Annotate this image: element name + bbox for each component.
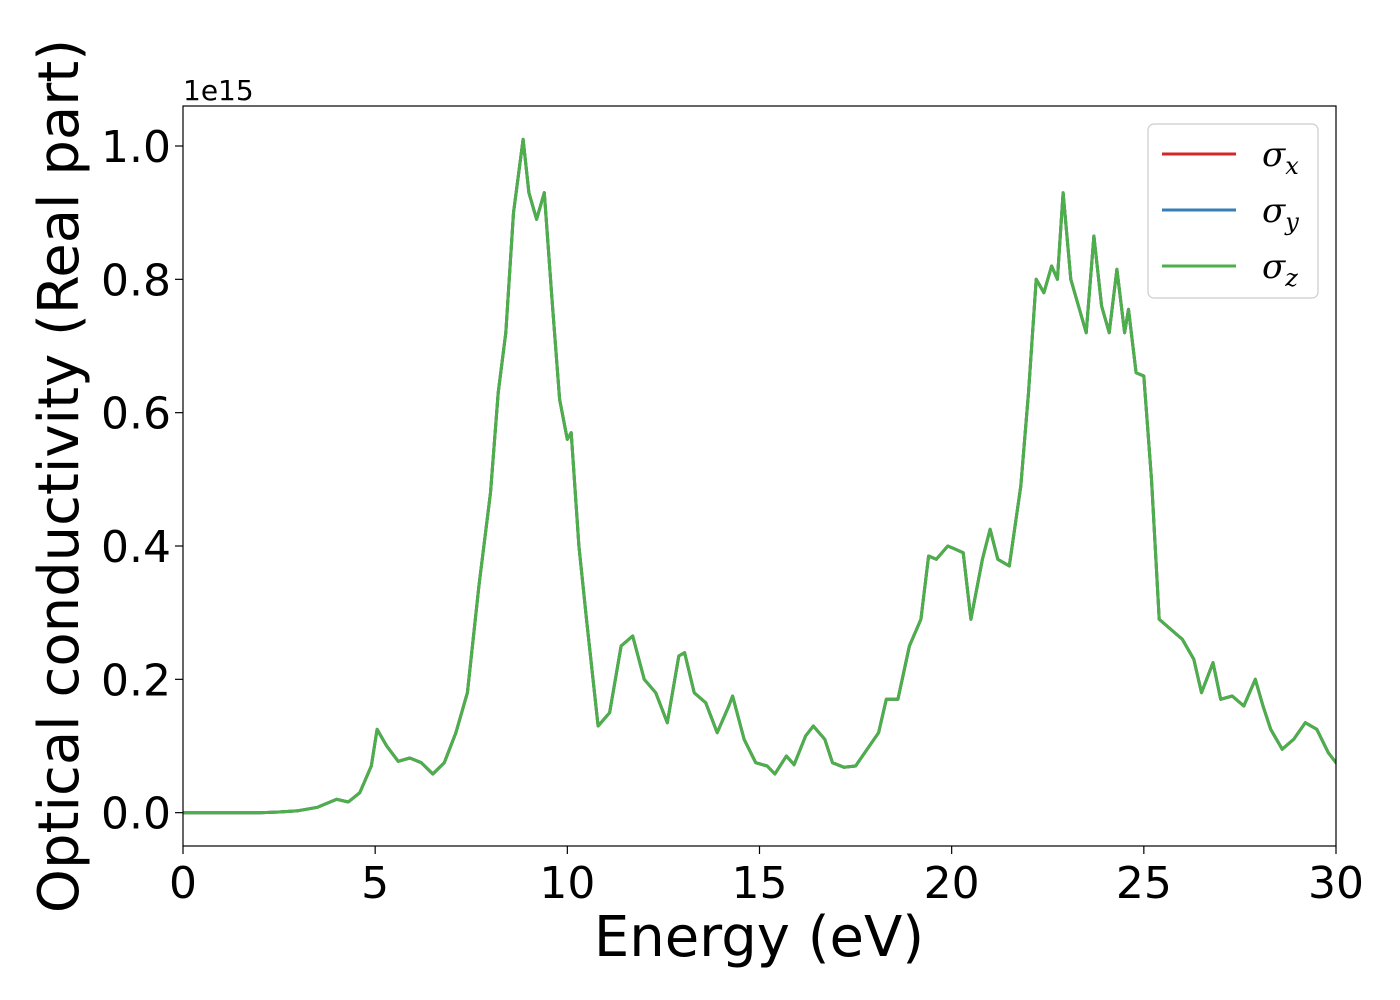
y-tick-label: 0.6 [101,389,171,440]
legend-label-z: σz [1262,247,1298,292]
series-line-σz [183,137,1336,815]
legend: σx σy σz [1147,123,1319,299]
x-tick-label: 15 [732,858,788,909]
x-tick-label: 20 [924,858,980,909]
x-axis-title: Energy (eV) [594,905,924,970]
x-tick-label: 30 [1308,858,1364,909]
legend-label-y: σy [1262,191,1299,236]
y-axis-title: Optical conductivity (Real part) [27,39,92,913]
y-tick-label: 0.0 [101,789,171,840]
x-tick-label: 25 [1116,858,1172,909]
x-axis: 0 5 10 15 20 25 30 [169,846,1364,909]
x-tick-label: 10 [539,858,595,909]
y-tick-label: 0.4 [101,522,171,573]
x-tick-label: 5 [361,858,389,909]
legend-label-x: σx [1262,135,1299,180]
y-offset-label: 1e15 [183,74,254,107]
y-axis: 0.0 0.2 0.4 0.6 0.8 1.0 [101,122,183,840]
x-tick-label: 0 [169,858,197,909]
series-layer [183,137,1336,815]
y-tick-label: 1.0 [101,122,171,173]
y-tick-label: 0.2 [101,655,171,706]
y-tick-label: 0.8 [101,255,171,306]
